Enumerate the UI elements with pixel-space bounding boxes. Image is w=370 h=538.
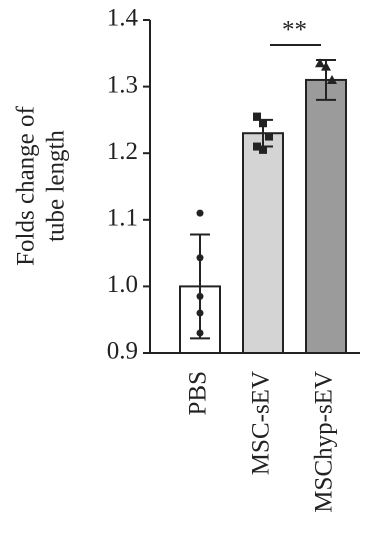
- y-tick-label: 1.3: [107, 71, 138, 98]
- data-point: [259, 145, 267, 154]
- data-point: [253, 142, 261, 151]
- data-point: [259, 119, 267, 128]
- data-point: [196, 309, 204, 317]
- y-tick-label: 1.2: [107, 138, 138, 165]
- y-axis-label: tube length: [43, 130, 70, 242]
- significance-label: **: [282, 17, 307, 44]
- data-point: [253, 112, 261, 121]
- data-point: [321, 61, 331, 71]
- y-axis-label: Folds change of: [13, 105, 40, 265]
- y-tick-label: 0.9: [107, 338, 138, 365]
- data-point: [196, 329, 204, 337]
- x-tick-label: MSC-sEV: [248, 371, 275, 475]
- data-point: [315, 58, 325, 68]
- error-bar: [190, 233, 210, 340]
- y-tick-label: 1.0: [107, 271, 138, 298]
- x-tick-label: MSChyp-sEV: [311, 371, 338, 513]
- y-tick-label: 1.4: [107, 5, 139, 32]
- x-tick-label: PBS: [185, 371, 212, 415]
- y-tick-label: 1.1: [107, 205, 138, 232]
- data-point: [196, 254, 204, 262]
- bar: [242, 132, 284, 354]
- data-point: [327, 74, 337, 84]
- data-point: [196, 292, 204, 300]
- data-point: [265, 132, 273, 141]
- data-point: [196, 209, 204, 217]
- bar: [305, 78, 347, 354]
